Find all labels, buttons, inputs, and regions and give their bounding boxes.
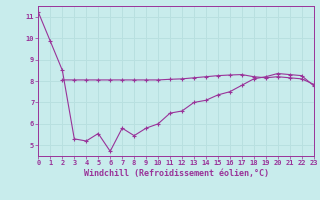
X-axis label: Windchill (Refroidissement éolien,°C): Windchill (Refroidissement éolien,°C) (84, 169, 268, 178)
